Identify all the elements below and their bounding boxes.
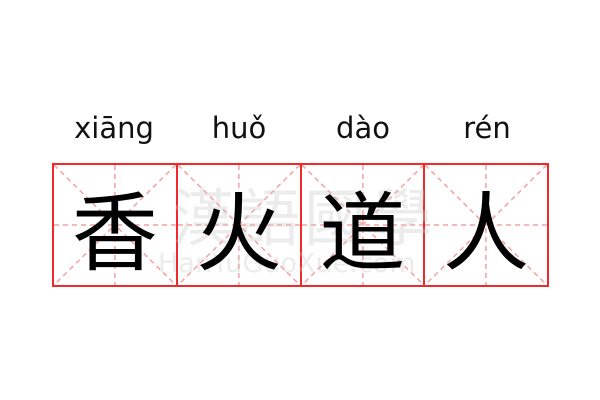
guide-lines xyxy=(425,165,547,285)
pinyin-4: rén xyxy=(463,111,511,145)
character-4: 人 xyxy=(443,183,530,284)
grid-cell: 香 xyxy=(54,165,178,285)
guide-lines xyxy=(54,165,176,285)
character-3: 道 xyxy=(319,183,406,284)
pinyin-1: xiāng xyxy=(74,111,154,145)
pinyin-3: dào xyxy=(336,111,390,145)
guide-lines xyxy=(302,165,424,285)
character-1: 香 xyxy=(71,183,158,284)
character-2: 火 xyxy=(195,183,282,284)
grid-cell: 人 xyxy=(425,165,547,285)
grid-cell: 火 xyxy=(178,165,302,285)
pinyin-2: huǒ xyxy=(211,111,267,145)
guide-lines xyxy=(178,165,300,285)
grid-cell: 道 xyxy=(302,165,426,285)
character-grid: 香 火 道 人 xyxy=(52,163,549,287)
